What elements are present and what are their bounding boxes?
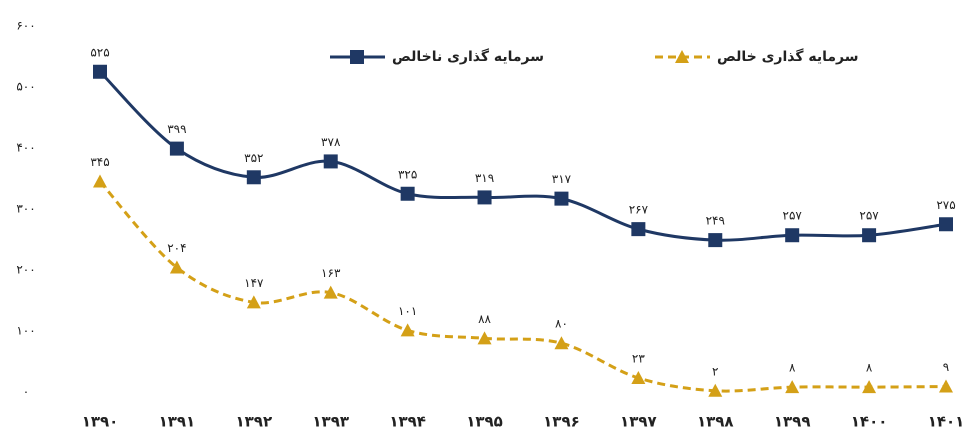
data-label: ۲ bbox=[712, 364, 718, 378]
y-tick-label: ۵۰۰ bbox=[16, 80, 35, 94]
x-tick-label: ۱۳۹۱ bbox=[159, 413, 196, 431]
x-tick-label: ۱۳۹۸ bbox=[697, 413, 734, 431]
x-tick-label: ۱۳۹۷ bbox=[620, 413, 657, 431]
marker bbox=[939, 379, 953, 393]
data-label: ۱۶۳ bbox=[321, 266, 341, 280]
marker bbox=[785, 228, 800, 243]
marker bbox=[169, 260, 184, 274]
x-tick-label: ۱۳۹۰ bbox=[82, 413, 119, 431]
data-label: ۹ bbox=[943, 360, 949, 374]
data-label: ۲۴۹ bbox=[706, 214, 725, 228]
marker bbox=[477, 331, 492, 345]
data-label: ۸ bbox=[866, 361, 873, 375]
legend-marker bbox=[675, 50, 689, 63]
x-tick-label: ۱۴۰۱ bbox=[928, 413, 965, 431]
marker bbox=[169, 141, 184, 156]
marker bbox=[939, 217, 953, 232]
data-label: ۳۱۹ bbox=[475, 171, 494, 185]
data-label: ۲۵۷ bbox=[859, 209, 879, 223]
data-label: ۲۰۴ bbox=[167, 241, 186, 255]
x-tick-label: ۱۳۹۳ bbox=[312, 413, 349, 431]
data-label: ۳۹۹ bbox=[167, 122, 186, 136]
marker bbox=[554, 336, 569, 350]
x-tick-label: ۱۴۰۰ bbox=[851, 413, 888, 431]
data-label: ۲۶۷ bbox=[629, 203, 649, 217]
data-label: ۸ bbox=[789, 361, 796, 375]
data-label: ۵۲۵ bbox=[90, 45, 109, 59]
marker bbox=[631, 222, 646, 237]
data-label: ۲۳ bbox=[632, 351, 645, 365]
legend-marker bbox=[350, 50, 364, 64]
data-label: ۱۴۷ bbox=[244, 276, 264, 290]
x-tick-label: ۱۳۹۴ bbox=[389, 413, 426, 431]
marker bbox=[862, 380, 877, 394]
marker bbox=[708, 383, 723, 397]
x-tick-label: ۱۳۹۶ bbox=[543, 413, 580, 431]
marker bbox=[400, 323, 415, 337]
data-label: ۸۸ bbox=[478, 312, 491, 326]
series-line bbox=[98, 180, 947, 393]
marker bbox=[785, 380, 800, 394]
marker bbox=[862, 228, 877, 243]
marker bbox=[323, 154, 338, 169]
x-tick-label: ۱۳۹۹ bbox=[774, 413, 811, 431]
marker bbox=[708, 233, 723, 248]
data-label: ۳۲۵ bbox=[398, 167, 417, 181]
x-tick-label: ۱۳۹۲ bbox=[236, 413, 273, 431]
legend-label: سرمایه گذاری خالص bbox=[717, 48, 859, 65]
x-tick-label: ۱۳۹۵ bbox=[466, 413, 503, 431]
y-tick-label: ۰ bbox=[23, 385, 29, 399]
data-label: ۸۰ bbox=[555, 317, 568, 331]
data-label: ۳۷۸ bbox=[321, 135, 341, 149]
marker bbox=[93, 64, 107, 79]
marker bbox=[323, 285, 338, 299]
series-line bbox=[98, 70, 947, 242]
y-tick-label: ۶۰۰ bbox=[16, 19, 35, 33]
legend-label: سرمایه گذاری ناخالص bbox=[392, 48, 544, 65]
data-label: ۲۵۷ bbox=[783, 209, 803, 223]
marker bbox=[93, 174, 107, 188]
marker bbox=[246, 295, 261, 309]
marker bbox=[554, 191, 569, 206]
marker bbox=[477, 190, 492, 205]
y-tick-label: ۲۰۰ bbox=[16, 263, 35, 277]
data-label: ۱۰۱ bbox=[398, 304, 417, 318]
marker bbox=[246, 170, 261, 185]
y-tick-label: ۳۰۰ bbox=[16, 202, 35, 216]
data-label: ۳۴۵ bbox=[90, 155, 109, 169]
marker bbox=[400, 186, 415, 201]
y-tick-label: ۱۰۰ bbox=[16, 324, 35, 338]
data-label: ۳۵۲ bbox=[244, 151, 263, 165]
data-label: ۲۷۵ bbox=[936, 198, 955, 212]
y-tick-label: ۴۰۰ bbox=[16, 141, 35, 155]
data-label: ۳۱۷ bbox=[552, 172, 572, 186]
marker bbox=[631, 370, 646, 384]
